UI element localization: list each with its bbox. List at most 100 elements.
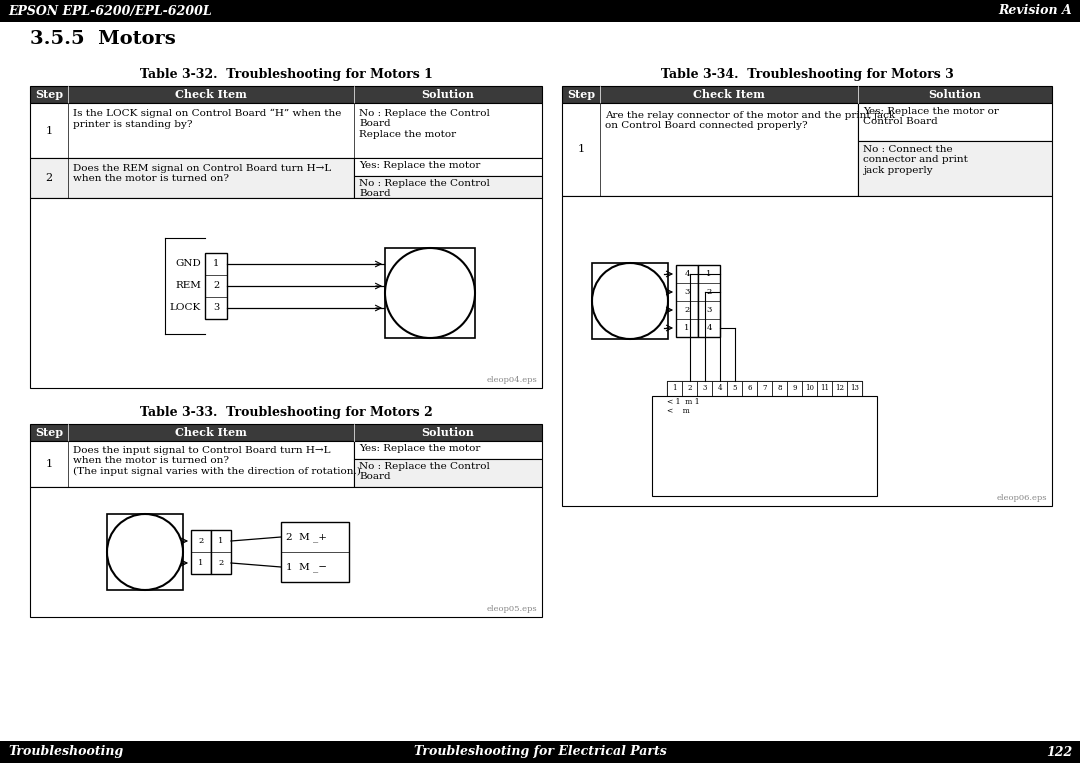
Text: Table 3-33.  Troubleshooting for Motors 2: Table 3-33. Troubleshooting for Motors 2 [139, 406, 432, 419]
Text: 2: 2 [218, 559, 224, 567]
Text: Yes: Replace the motor or
Control Board: Yes: Replace the motor or Control Board [863, 107, 999, 127]
Text: 1: 1 [706, 270, 712, 278]
Bar [832, 381, 847, 396]
Text: No : Replace the Control
Board: No : Replace the Control Board [359, 462, 490, 481]
Text: 1  M _−: 1 M _− [286, 562, 327, 571]
Circle shape [592, 263, 669, 339]
Bar [562, 196, 1052, 506]
Text: 4: 4 [685, 270, 690, 278]
Text: 3: 3 [685, 288, 690, 296]
Text: Table 3-32.  Troubleshooting for Motors 1: Table 3-32. Troubleshooting for Motors 1 [139, 68, 432, 81]
Text: 2: 2 [213, 282, 219, 291]
Text: 2: 2 [706, 288, 712, 296]
Bar [652, 396, 877, 496]
Text: 9: 9 [793, 385, 797, 392]
Bar [858, 141, 1052, 196]
Text: 12: 12 [835, 385, 843, 392]
Bar [384, 248, 475, 338]
Text: GND: GND [175, 259, 201, 269]
Bar [30, 441, 354, 487]
Text: Check Item: Check Item [693, 89, 765, 100]
Text: 2: 2 [45, 173, 53, 183]
Bar [354, 441, 542, 459]
Bar [742, 381, 757, 396]
Text: 2: 2 [199, 537, 204, 545]
Bar [0, 0, 1080, 22]
Text: Step: Step [35, 427, 63, 438]
Bar [787, 381, 802, 396]
Text: No : Connect the
connector and print
jack properly: No : Connect the connector and print jac… [863, 145, 968, 175]
Text: REM: REM [175, 282, 201, 291]
Bar [211, 530, 231, 574]
Text: 7: 7 [762, 385, 767, 392]
Text: Check Item: Check Item [175, 427, 247, 438]
Bar [30, 158, 354, 198]
Text: 11: 11 [820, 385, 829, 392]
Text: 1: 1 [672, 385, 677, 392]
Text: 3: 3 [702, 385, 706, 392]
Text: 1: 1 [578, 144, 584, 154]
Text: 5: 5 [732, 385, 737, 392]
Text: Is the LOCK signal on Control Board “H” when the
printer is standing by?: Is the LOCK signal on Control Board “H” … [73, 109, 341, 129]
Bar [205, 253, 227, 319]
Text: Troubleshooting: Troubleshooting [8, 745, 123, 758]
Text: Solution: Solution [421, 427, 474, 438]
Text: 8: 8 [778, 385, 782, 392]
Text: Check Item: Check Item [175, 89, 247, 100]
Bar [712, 381, 727, 396]
Bar [354, 459, 542, 487]
Bar [107, 514, 183, 590]
Bar [281, 522, 349, 582]
Text: 1: 1 [45, 125, 53, 136]
Bar [0, 741, 1080, 763]
Text: LOCK: LOCK [170, 304, 201, 313]
Text: Does the input signal to Control Board turn H→L
when the motor is turned on?
(Th: Does the input signal to Control Board t… [73, 446, 361, 476]
Bar [30, 487, 542, 617]
Bar [562, 103, 858, 196]
Bar [191, 530, 211, 574]
Text: eleop04.eps: eleop04.eps [486, 376, 537, 384]
Text: 2: 2 [685, 306, 690, 314]
Text: 122: 122 [1045, 745, 1072, 758]
Bar [727, 381, 742, 396]
Text: 3: 3 [213, 304, 219, 313]
Text: < 1  m 1: < 1 m 1 [667, 398, 700, 406]
Text: Yes: Replace the motor: Yes: Replace the motor [359, 444, 481, 453]
Text: 2  M _+: 2 M _+ [286, 532, 327, 542]
Bar [30, 86, 542, 103]
Bar [30, 424, 542, 441]
Text: Are the relay connector of the motor and the print jack
on Control Board connect: Are the relay connector of the motor and… [605, 111, 895, 130]
Text: Step: Step [567, 89, 595, 100]
Text: Troubleshooting for Electrical Parts: Troubleshooting for Electrical Parts [414, 745, 666, 758]
Text: Table 3-34.  Troubleshooting for Motors 3: Table 3-34. Troubleshooting for Motors 3 [661, 68, 954, 81]
Text: No : Replace the Control
Board: No : Replace the Control Board [359, 179, 490, 198]
Text: 1: 1 [685, 324, 690, 332]
Text: Step: Step [35, 89, 63, 100]
Text: 1: 1 [199, 559, 204, 567]
Bar [562, 86, 1052, 103]
Circle shape [107, 514, 183, 590]
Text: 6: 6 [747, 385, 752, 392]
Bar [30, 198, 542, 388]
Bar [772, 381, 787, 396]
Bar [667, 381, 862, 396]
Bar [816, 381, 832, 396]
Text: 4: 4 [717, 385, 721, 392]
Bar [354, 176, 542, 198]
Bar [676, 265, 698, 337]
Text: 3: 3 [706, 306, 712, 314]
Bar [698, 265, 720, 337]
Text: <    m: < m [667, 407, 690, 415]
Bar [802, 381, 816, 396]
Circle shape [384, 248, 475, 338]
Text: EPSON EPL-6200/EPL-6200L: EPSON EPL-6200/EPL-6200L [8, 5, 212, 18]
Text: No : Replace the Control
Board
Replace the motor: No : Replace the Control Board Replace t… [359, 109, 490, 139]
Text: 13: 13 [850, 385, 859, 392]
Text: eleop06.eps: eleop06.eps [997, 494, 1047, 502]
Bar [681, 381, 697, 396]
Text: 3.5.5  Motors: 3.5.5 Motors [30, 30, 176, 48]
Text: Revision A: Revision A [998, 5, 1072, 18]
Text: 10: 10 [805, 385, 814, 392]
Text: 1: 1 [213, 259, 219, 269]
Bar [30, 103, 542, 158]
